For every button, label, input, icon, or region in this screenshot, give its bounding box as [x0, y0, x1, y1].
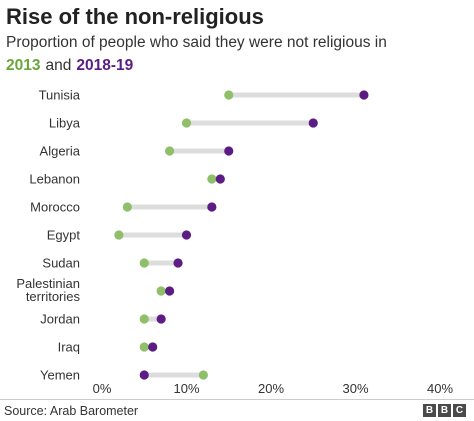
- legend-and: and: [45, 57, 72, 74]
- bbc-logo: B B C: [423, 404, 466, 417]
- dot-2013-algeria: [165, 146, 175, 156]
- category-label-lebanon: Lebanon: [29, 172, 80, 187]
- x-tick-label: 30%: [342, 381, 368, 396]
- chart-title: Rise of the non-religious: [6, 4, 264, 29]
- category-label-palestinian-territories: Palestinian territories: [16, 276, 80, 304]
- dot-2013-egypt: [114, 230, 124, 240]
- chart-subtitle: Proportion of people who said they were …: [6, 34, 387, 51]
- dot-2018-19-morocco: [207, 202, 217, 212]
- category-label-iraq: Iraq: [58, 340, 80, 355]
- category-label-algeria: Algeria: [40, 144, 81, 159]
- dot-2013-sudan: [139, 258, 149, 268]
- footer-divider: [0, 399, 474, 400]
- dot-2018-19-libya: [308, 118, 318, 128]
- dot-2018-19-iraq: [148, 342, 158, 352]
- category-label-morocco: Morocco: [30, 200, 80, 215]
- dot-2013-lebanon: [207, 174, 217, 184]
- dot-2018-19-sudan: [173, 258, 183, 268]
- dot-2018-19-tunisia: [359, 90, 369, 100]
- dot-2013-tunisia: [224, 90, 234, 100]
- dot-2013-iraq: [139, 342, 149, 352]
- legend-2013: 2013: [6, 57, 41, 74]
- bbc-logo-letter: C: [453, 404, 466, 417]
- category-label-libya: Libya: [49, 116, 81, 131]
- dot-2013-libya: [181, 118, 192, 128]
- dot-2018-19-egypt: [181, 230, 192, 240]
- dot-2018-19-algeria: [224, 146, 234, 156]
- bbc-logo-letter: B: [423, 404, 436, 417]
- category-label-sudan: Sudan: [42, 256, 80, 271]
- legend-2018-19: 2018-19: [76, 57, 134, 74]
- category-label-tunisia: Tunisia: [39, 88, 81, 103]
- dot-2013-palestinian-territories: [156, 286, 166, 296]
- dot-2013-jordan: [139, 314, 149, 324]
- dumbbell-chart: Tunisia Libya Algeria Lebanon Morocco Egypt Su…: [16, 88, 453, 397]
- bbc-logo-letter: B: [438, 404, 451, 417]
- dot-2013-yemen: [198, 370, 208, 380]
- category-label-yemen: Yemen: [40, 368, 80, 383]
- dot-2013-morocco: [122, 202, 132, 212]
- category-label-egypt: Egypt: [47, 228, 81, 243]
- x-tick-label: 20%: [258, 381, 284, 396]
- source-note: Source: Arab Barometer: [4, 404, 139, 418]
- dot-2018-19-jordan: [156, 314, 166, 324]
- category-label-jordan: Jordan: [40, 312, 80, 327]
- x-tick-label: 40%: [427, 381, 453, 396]
- dot-2018-19-lebanon: [215, 174, 225, 184]
- x-tick-label: 0%: [93, 381, 112, 396]
- legend: 2013 and 2018-19: [6, 57, 133, 75]
- dot-2018-19-palestinian-territories: [165, 286, 175, 296]
- dot-2018-19-yemen: [139, 370, 149, 380]
- x-tick-label: 10%: [173, 381, 199, 396]
